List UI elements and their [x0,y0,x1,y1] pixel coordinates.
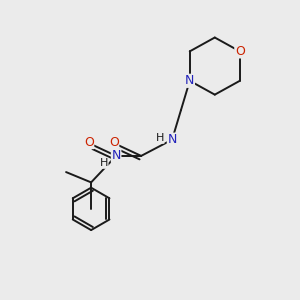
Text: H: H [155,133,164,143]
Text: N: N [185,74,194,87]
Text: O: O [84,136,94,148]
Text: O: O [109,136,119,148]
Text: N: N [167,133,177,146]
Text: O: O [235,45,245,58]
Text: N: N [112,149,121,162]
Text: H: H [100,158,108,168]
